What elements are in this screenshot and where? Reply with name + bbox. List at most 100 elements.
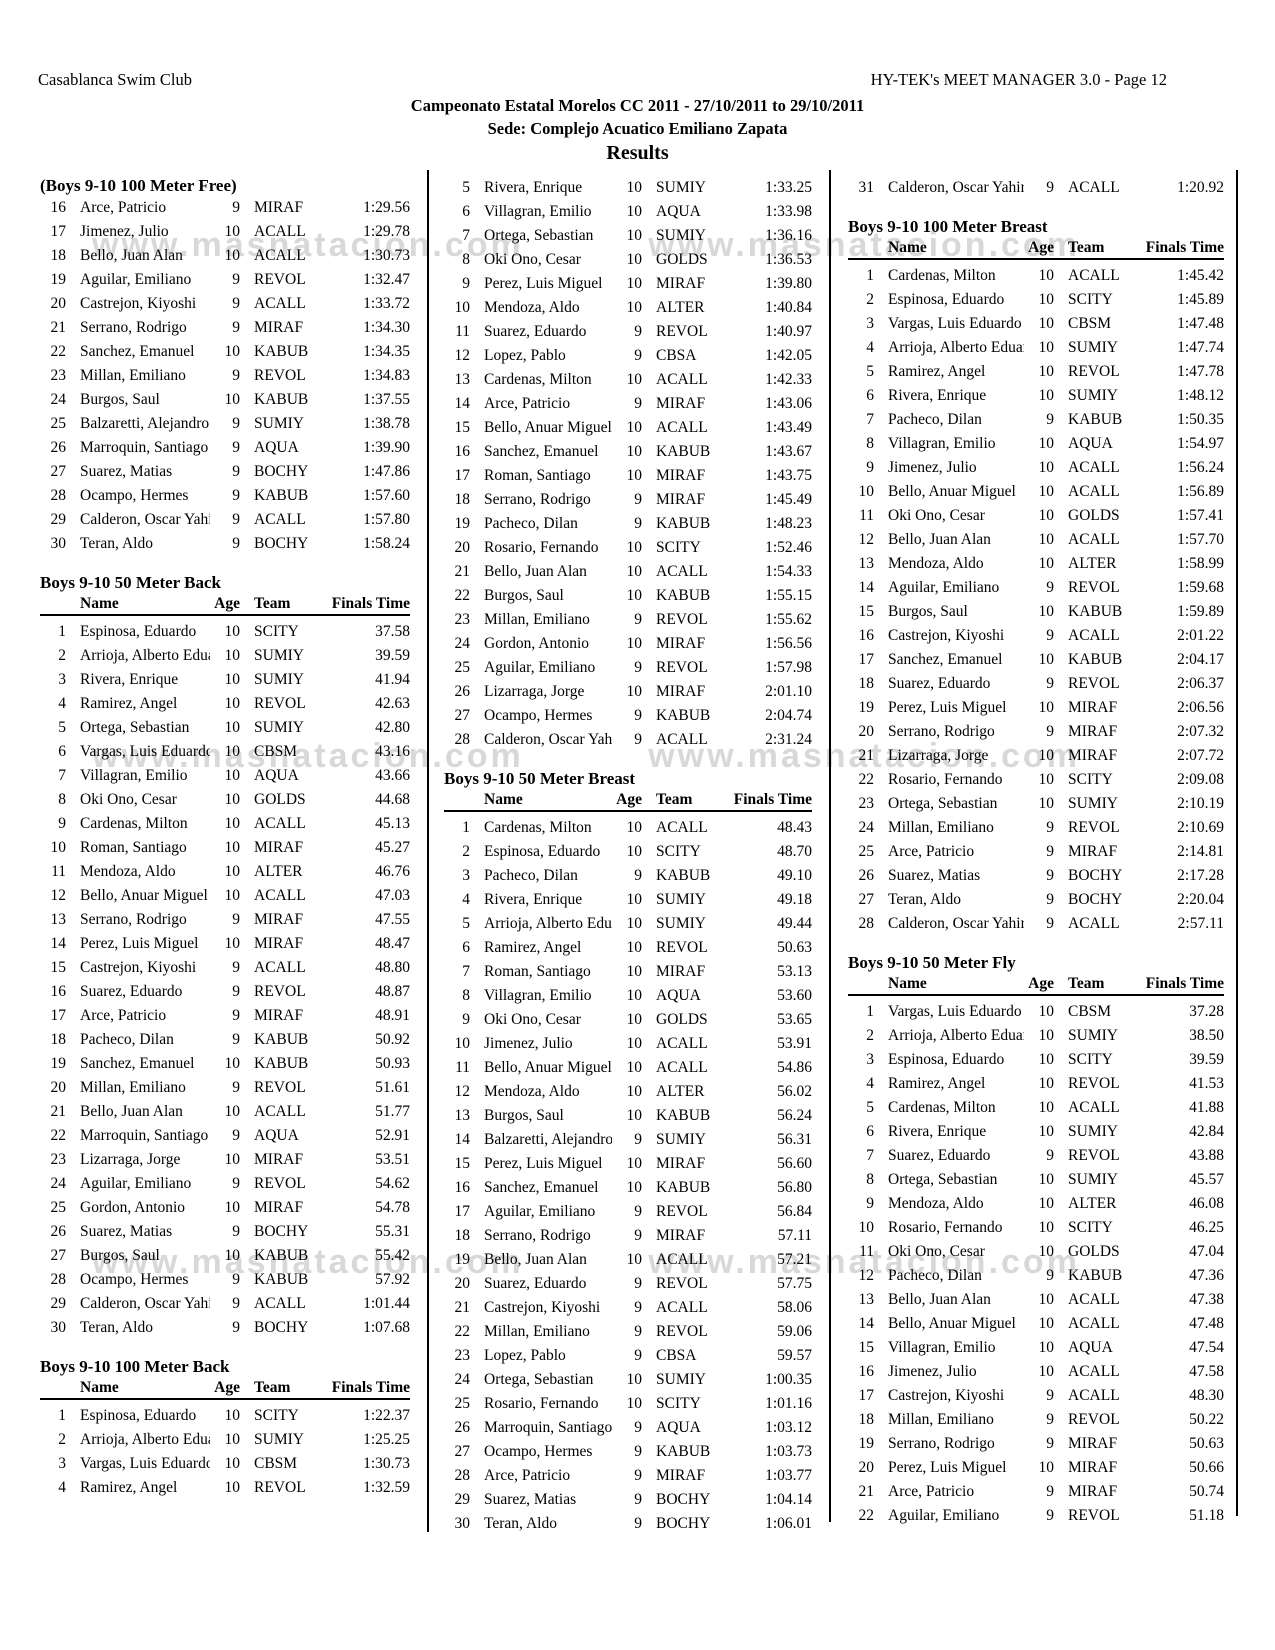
team-cell: ACALL <box>254 511 306 528</box>
name-cell: Sanchez, Emanuel <box>484 443 599 460</box>
time-cell: 43.88 <box>1189 1147 1224 1164</box>
time-cell: 1:34.30 <box>363 319 410 336</box>
age-cell: 10 <box>224 1151 241 1168</box>
team-cell: SCITY <box>656 1395 701 1412</box>
event-title: Boys 9-10 100 Meter Breast <box>848 217 1048 236</box>
result-row: 24 Ortega, Sebastian 10 SUMIY 1:00.35 <box>444 1368 813 1392</box>
team-cell: ACALL <box>656 1035 708 1052</box>
team-cell: MIRAF <box>656 963 706 980</box>
place-cell: 31 <box>858 179 875 196</box>
name-cell: Castrejon, Kiyoshi <box>80 295 197 312</box>
age-cell: 10 <box>1038 1291 1055 1308</box>
team-cell: BOCHY <box>656 1515 711 1532</box>
time-cell: 43.66 <box>375 767 410 784</box>
result-row: 14 Bello, Anuar Miguel 10 ACALL 47.48 <box>848 1312 1225 1336</box>
time-cell: 46.25 <box>1189 1219 1224 1236</box>
place-cell: 4 <box>58 695 66 712</box>
name-cell: Vargas, Luis Eduardo <box>888 315 1022 332</box>
name-cell: Villagran, Emilio <box>888 1339 996 1356</box>
place-cell: 2 <box>866 291 874 308</box>
result-row: 7 Ortega, Sebastian 10 SUMIY 1:36.16 <box>444 224 812 248</box>
team-cell: ACALL <box>656 731 708 748</box>
name-cell: Espinosa, Eduardo <box>80 623 197 640</box>
result-row: 23 Millan, Emiliano 9 REVOL 1:34.83 <box>40 364 411 388</box>
place-cell: 2 <box>58 647 66 664</box>
place-cell: 1 <box>866 1003 874 1020</box>
name-cell: Ocampo, Hermes <box>484 1443 593 1460</box>
team-cell: KABUB <box>656 515 711 532</box>
time-cell: 48.30 <box>1189 1387 1224 1404</box>
time-cell: 48.87 <box>375 983 410 1000</box>
team-cell: SUMIY <box>254 671 304 688</box>
age-cell: 9 <box>1046 1411 1054 1428</box>
place-cell: 9 <box>866 1195 874 1212</box>
time-cell: 1:04.14 <box>765 1491 812 1508</box>
team-cell: AQUA <box>254 439 299 456</box>
result-row: 4 Ramirez, Angel 10 REVOL 42.63 <box>40 692 410 716</box>
place-cell: 19 <box>858 699 875 716</box>
team-cell: ACALL <box>1068 1315 1120 1332</box>
time-cell: 1:36.16 <box>765 227 812 244</box>
age-cell: 10 <box>1038 363 1055 380</box>
time-cell: 1:29.56 <box>363 199 410 216</box>
result-row: 4 Ramirez, Angel 10 REVOL 1:32.59 <box>40 1476 410 1500</box>
result-row: 14 Arce, Patricio 9 MIRAF 1:43.06 <box>444 392 813 416</box>
result-row: 26 Suarez, Matias 9 BOCHY 55.31 <box>40 1220 411 1244</box>
result-row: 4 Arrioja, Alberto Eduardo 10 SUMIY 1:47.74 <box>848 336 1224 360</box>
time-cell: 1:55.62 <box>765 611 812 628</box>
time-cell: 55.31 <box>375 1223 410 1240</box>
table-header-row: Name Age Team Finals Time <box>40 594 410 616</box>
result-row: 10 Jimenez, Julio 10 ACALL 53.91 <box>444 1032 813 1056</box>
place-cell: 28 <box>454 731 471 748</box>
team-cell: ACALL <box>656 563 708 580</box>
result-row: 17 Castrejon, Kiyoshi 9 ACALL 48.30 <box>848 1384 1225 1408</box>
event-section: Boys 9-10 100 Meter Breast Name Age Team Fin… <box>848 216 1224 936</box>
result-row: 22 Aguilar, Emiliano 9 REVOL 51.18 <box>848 1504 1225 1528</box>
place-cell: 15 <box>454 419 471 436</box>
time-cell: 1:59.89 <box>1177 603 1224 620</box>
age-cell: 9 <box>634 1299 642 1316</box>
place-cell: 14 <box>858 579 875 596</box>
place-cell: 27 <box>454 1443 471 1460</box>
time-cell: 45.27 <box>375 839 410 856</box>
name-cell: Cardenas, Milton <box>80 815 188 832</box>
age-cell: 9 <box>1046 867 1054 884</box>
result-row: 7 Suarez, Eduardo 9 REVOL 43.88 <box>848 1144 1224 1168</box>
team-cell: SUMIY <box>1068 1171 1118 1188</box>
time-cell: 54.62 <box>375 1175 410 1192</box>
age-cell: 9 <box>232 1223 240 1240</box>
place-cell: 23 <box>50 367 67 384</box>
team-cell: MIRAF <box>1068 1483 1118 1500</box>
place-cell: 8 <box>58 791 66 808</box>
time-cell: 2:04.74 <box>765 707 812 724</box>
time-cell: 48.70 <box>777 843 812 860</box>
time-cell: 54.78 <box>375 1199 410 1216</box>
age-cell: 10 <box>1038 1339 1055 1356</box>
name-cell: Rivera, Enrique <box>484 891 583 908</box>
age-cell: 10 <box>1038 339 1055 356</box>
name-cell: Millan, Emiliano <box>80 367 186 384</box>
age-cell: 9 <box>232 1271 240 1288</box>
result-row: 25 Rosario, Fernando 10 SCITY 1:01.16 <box>444 1392 813 1416</box>
age-cell: 10 <box>626 1371 643 1388</box>
team-cell: GOLDS <box>656 1011 708 1028</box>
result-row: 12 Bello, Anuar Miguel 10 ACALL 47.03 <box>40 884 411 908</box>
name-cell: Mendoza, Aldo <box>484 299 580 316</box>
name-cell: Rosario, Fernando <box>888 771 1003 788</box>
age-cell: 9 <box>634 323 642 340</box>
name-cell: Teran, Aldo <box>484 1515 557 1532</box>
team-cell: MIRAF <box>656 1155 706 1172</box>
age-cell: 10 <box>1038 435 1055 452</box>
result-row: 21 Bello, Juan Alan 10 ACALL 51.77 <box>40 1100 411 1124</box>
place-cell: 7 <box>866 411 874 428</box>
result-row: 25 Gordon, Antonio 10 MIRAF 54.78 <box>40 1196 411 1220</box>
place-cell: 21 <box>858 747 875 764</box>
result-row: 2 Arrioja, Alberto Eduardo 10 SUMIY 38.50 <box>848 1024 1224 1048</box>
age-cell: 9 <box>1046 627 1054 644</box>
team-cell: ACALL <box>656 1059 708 1076</box>
team-cell: REVOL <box>254 695 306 712</box>
name-cell: Aguilar, Emiliano <box>80 271 192 288</box>
time-cell: 1:37.55 <box>363 391 410 408</box>
time-cell: 1:06.01 <box>765 1515 812 1532</box>
name-cell: Bello, Anuar Miguel <box>484 1059 612 1076</box>
